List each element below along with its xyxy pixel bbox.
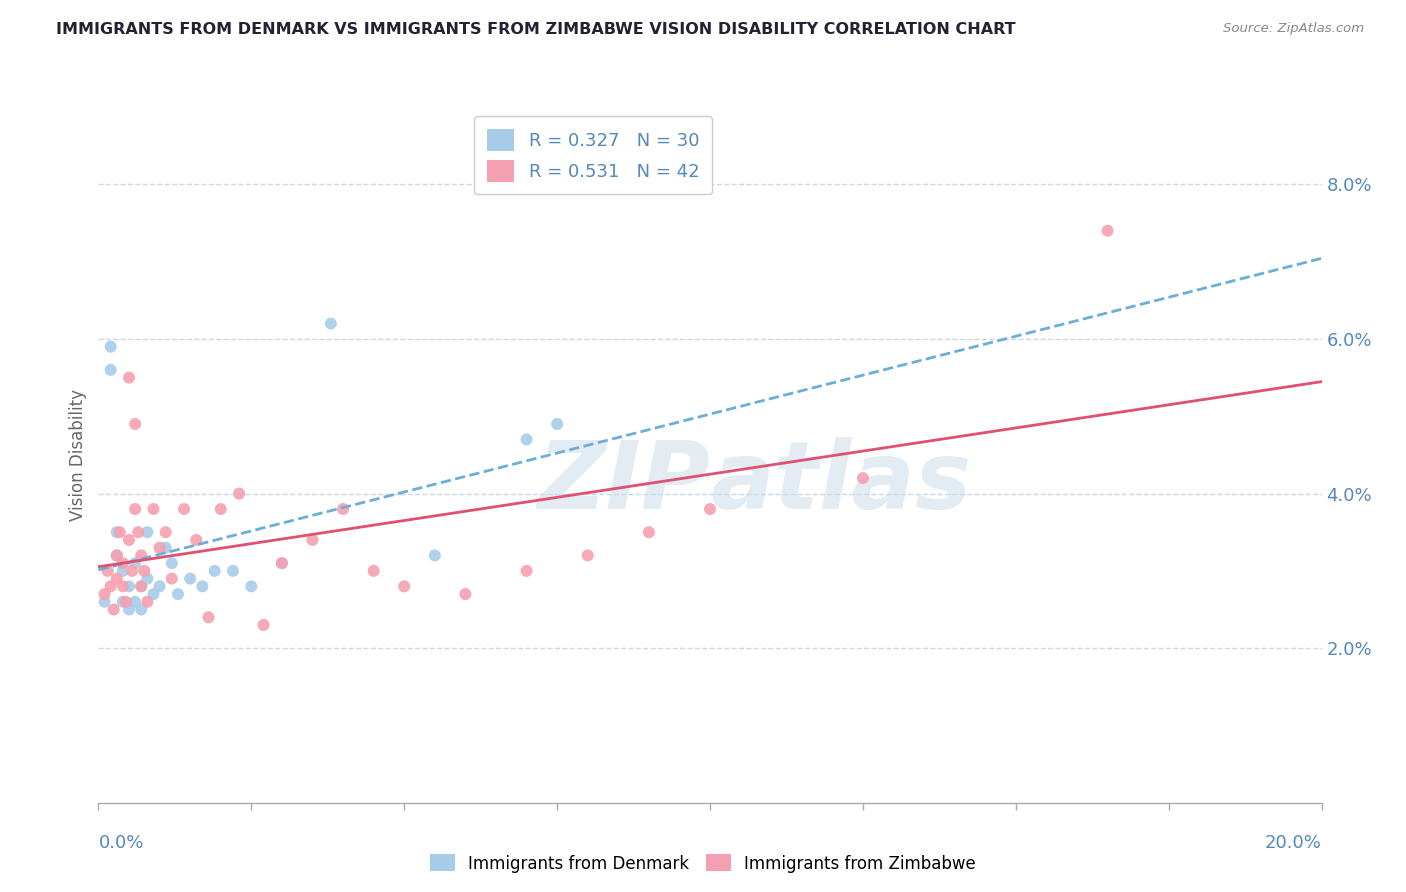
Point <box>142 502 165 516</box>
Point <box>454 587 477 601</box>
Point <box>160 572 183 586</box>
Point <box>93 595 115 609</box>
Point <box>160 556 183 570</box>
Point <box>118 579 141 593</box>
Point <box>149 579 172 593</box>
Point <box>136 595 159 609</box>
Point <box>124 556 146 570</box>
Point <box>270 556 294 570</box>
Point <box>191 579 214 593</box>
Point <box>186 533 208 547</box>
Point <box>118 533 141 547</box>
Point <box>129 602 152 616</box>
Point <box>118 602 141 616</box>
Point <box>105 549 128 563</box>
Point <box>97 564 120 578</box>
Point <box>204 564 226 578</box>
Point <box>228 486 250 500</box>
Point <box>155 541 177 555</box>
Text: Source: ZipAtlas.com: Source: ZipAtlas.com <box>1223 22 1364 36</box>
Point <box>363 564 385 578</box>
Point <box>118 370 141 384</box>
Legend: Immigrants from Denmark, Immigrants from Zimbabwe: Immigrants from Denmark, Immigrants from… <box>423 847 983 880</box>
Point <box>319 317 342 331</box>
Point <box>301 533 323 547</box>
Point <box>209 502 232 516</box>
Point <box>129 579 152 593</box>
Point <box>108 525 131 540</box>
Point <box>149 541 172 555</box>
Point <box>129 549 152 563</box>
Point <box>332 502 354 516</box>
Point <box>103 602 125 616</box>
Point <box>129 579 152 593</box>
Point <box>105 525 128 540</box>
Point <box>252 618 274 632</box>
Text: atlas: atlas <box>710 437 972 529</box>
Point <box>105 549 128 563</box>
Point <box>637 525 661 540</box>
Point <box>167 587 190 601</box>
Point <box>100 340 122 354</box>
Point <box>134 564 156 578</box>
Point <box>516 564 538 578</box>
Point <box>100 363 122 377</box>
Point <box>136 525 159 540</box>
Y-axis label: Vision Disability: Vision Disability <box>69 389 87 521</box>
Point <box>111 595 134 609</box>
Point <box>155 525 177 540</box>
Point <box>576 549 599 563</box>
Text: 0.0%: 0.0% <box>98 834 143 852</box>
Point <box>111 579 134 593</box>
Point <box>197 610 219 624</box>
Point <box>124 502 146 516</box>
Point <box>121 564 143 578</box>
Point <box>516 433 538 447</box>
Point <box>270 556 294 570</box>
Point <box>136 572 159 586</box>
Point <box>111 564 134 578</box>
Text: IMMIGRANTS FROM DENMARK VS IMMIGRANTS FROM ZIMBABWE VISION DISABILITY CORRELATIO: IMMIGRANTS FROM DENMARK VS IMMIGRANTS FR… <box>56 22 1017 37</box>
Point <box>222 564 245 578</box>
Point <box>179 572 201 586</box>
Point <box>852 471 875 485</box>
Point <box>100 579 122 593</box>
Point <box>124 417 146 431</box>
Point <box>105 572 128 586</box>
Point <box>240 579 263 593</box>
Legend: R = 0.327   N = 30, R = 0.531   N = 42: R = 0.327 N = 30, R = 0.531 N = 42 <box>474 116 711 194</box>
Point <box>423 549 446 563</box>
Point <box>124 595 146 609</box>
Point <box>173 502 195 516</box>
Point <box>93 587 115 601</box>
Point <box>127 525 149 540</box>
Point <box>111 556 134 570</box>
Text: 20.0%: 20.0% <box>1265 834 1322 852</box>
Point <box>392 579 416 593</box>
Point <box>142 587 165 601</box>
Point <box>546 417 568 431</box>
Point <box>115 595 138 609</box>
Point <box>699 502 721 516</box>
Point <box>1097 224 1119 238</box>
Text: ZIP: ZIP <box>537 437 710 529</box>
